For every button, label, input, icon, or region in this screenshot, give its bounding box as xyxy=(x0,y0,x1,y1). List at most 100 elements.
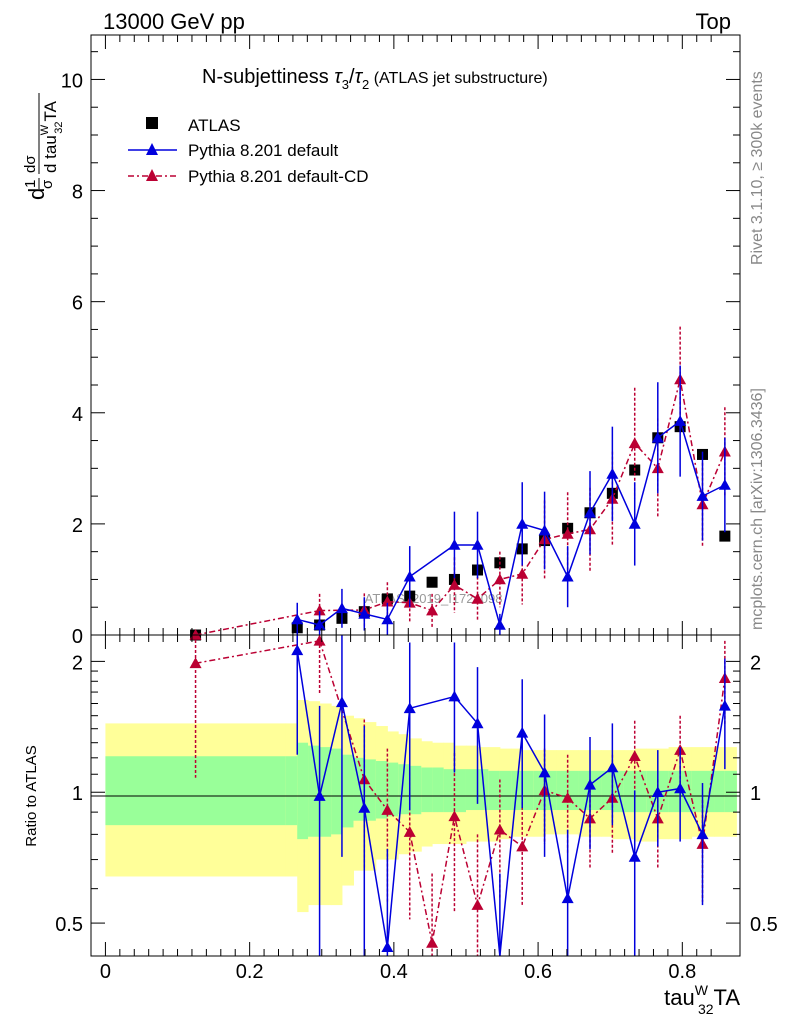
ratio-band-green xyxy=(646,770,659,813)
ratio-pythia-default-marker xyxy=(628,850,641,862)
ratio-pythia-cd-marker xyxy=(403,826,416,837)
svg-text:dσ: dσ xyxy=(22,155,39,173)
ratio-band-green xyxy=(319,747,332,837)
ratio-plot-frame xyxy=(90,634,741,957)
main-panel: ATLAS_2019_I1724098 0 2 4 6 8 10 N-subjettine… xyxy=(22,34,741,648)
main-pythia-cd-marker xyxy=(448,579,461,590)
ratio-pythia-cd-marker xyxy=(189,657,202,669)
ratio-band-green xyxy=(668,770,681,813)
ratio-band-green xyxy=(601,770,613,811)
ratio-pythia-default-marker xyxy=(584,778,597,790)
main-pythia-default-line xyxy=(297,419,726,626)
ratio-band-green xyxy=(353,757,365,821)
ratio-band-green xyxy=(375,760,388,819)
ratio-band-green xyxy=(724,770,737,813)
ratio-band-green xyxy=(488,770,501,811)
ratio-band-green xyxy=(454,769,467,813)
x-tick-label: 0 xyxy=(100,961,111,983)
main-pythia-default-marker xyxy=(606,467,619,479)
ratio-band-green xyxy=(387,762,399,817)
ratio-y-tick-label-right: 0.5 xyxy=(750,914,778,936)
ratio-band-green xyxy=(341,754,354,828)
ratio-pythia-default-marker xyxy=(516,726,529,738)
main-pythia-default-marker xyxy=(448,539,461,550)
main-y-tick-label: 6 xyxy=(72,293,83,315)
ratio-pythia-default-marker xyxy=(561,892,574,904)
main-pythia-default-marker xyxy=(358,607,371,619)
ratio-band-green xyxy=(409,765,422,815)
ratio-band-green xyxy=(714,770,726,813)
legend-marker-atlas xyxy=(146,117,158,129)
main-pythia-default-marker xyxy=(335,602,348,614)
main-pythia-cd-marker xyxy=(189,629,202,640)
main-pythia-default-marker xyxy=(403,570,416,582)
ratio-band-green xyxy=(522,770,535,811)
main-pythia-default-marker xyxy=(628,517,641,529)
legend-label-pythia-cd: Pythia 8.201 default-CD xyxy=(188,167,369,186)
main-pythia-cd-marker xyxy=(381,595,394,607)
x-tick-label: 0.2 xyxy=(236,961,264,983)
ratio-pythia-default-marker xyxy=(651,786,664,798)
ratio-band-green xyxy=(590,770,603,811)
ratio-y-tick-label: 0.5 xyxy=(55,914,83,936)
ratio-pythia-default-marker xyxy=(696,828,709,840)
legend-label-pythia-default: Pythia 8.201 default xyxy=(188,141,339,160)
ratio-band-green xyxy=(364,759,377,821)
svg-text:σ: σ xyxy=(39,179,56,189)
main-pythia-default-marker xyxy=(674,415,687,426)
ratio-band-green xyxy=(680,770,693,813)
legend-label-atlas: ATLAS xyxy=(188,116,241,135)
ratio-y-tick-label: 2 xyxy=(72,652,83,674)
x-tick-label: 0.4 xyxy=(380,961,408,983)
svg-text:d: d xyxy=(24,188,49,200)
ratio-y-tick-label-right: 2 xyxy=(750,652,761,674)
main-pythia-cd-marker xyxy=(471,592,484,604)
ratio-band-green xyxy=(308,745,321,837)
main-y-tick-label: 4 xyxy=(72,404,83,426)
x-tick-label: 0.6 xyxy=(524,961,552,983)
ratio-pythia-default-marker xyxy=(313,790,326,801)
ratio-pythia-cd-marker xyxy=(516,840,529,852)
svg-text:1: 1 xyxy=(22,180,39,188)
main-pythia-default-marker xyxy=(313,619,326,630)
main-pythia-cd-marker xyxy=(493,573,506,585)
ratio-pythia-default-marker xyxy=(471,717,484,729)
main-pythia-default-marker xyxy=(718,479,731,490)
ratio-band-green xyxy=(556,770,569,811)
main-y-tick-label: 8 xyxy=(72,182,83,204)
main-pythia-cd-marker xyxy=(313,604,326,616)
main-pythia-default-marker xyxy=(493,619,506,630)
main-pythia-default-marker xyxy=(584,506,597,518)
ratio-panel: 0 0.2 0.4 0.6 0.8 0.5 0.5 1 1 2 2 Ratio to ATLAS t… xyxy=(23,634,778,1017)
ratio-band-green xyxy=(544,770,557,811)
ratio-band-green xyxy=(691,770,704,813)
main-pythia-default-marker xyxy=(561,570,574,582)
main-y-tick-label: 10 xyxy=(61,70,83,92)
ratio-pythia-default-marker xyxy=(335,696,348,708)
main-y-tick-label: 0 xyxy=(72,626,83,648)
rivet-version-label: Rivet 3.1.10, ≥ 300k events xyxy=(749,71,766,265)
ratio-band-green xyxy=(432,767,445,813)
legend-marker-pythia-default xyxy=(146,143,158,155)
ratio-band-green xyxy=(634,770,647,813)
main-y-tick-label: 2 xyxy=(72,515,83,537)
ratio-band-green xyxy=(623,770,636,813)
main-pythia-default-marker xyxy=(696,490,709,501)
ratio-pythia-default-marker xyxy=(718,699,731,711)
main-pythia-cd-marker xyxy=(561,527,574,539)
ratio-pythia-default-marker xyxy=(674,782,687,794)
x-tick-label: 0.8 xyxy=(668,961,696,983)
ratio-pythia-default-marker xyxy=(358,801,371,813)
ratio-band-green xyxy=(499,770,512,811)
ratio-pythia-cd-marker xyxy=(471,899,484,910)
ratio-pythia-default-marker xyxy=(291,644,304,656)
ratio-band-green xyxy=(285,756,298,826)
ratio-band-green xyxy=(443,769,455,813)
header-right: Top xyxy=(696,9,731,34)
ratio-y-tick-label: 1 xyxy=(72,783,83,805)
ratio-pythia-cd-marker xyxy=(561,791,574,803)
main-pythia-default-marker xyxy=(381,613,394,625)
main-pythia-default-marker xyxy=(291,613,304,625)
